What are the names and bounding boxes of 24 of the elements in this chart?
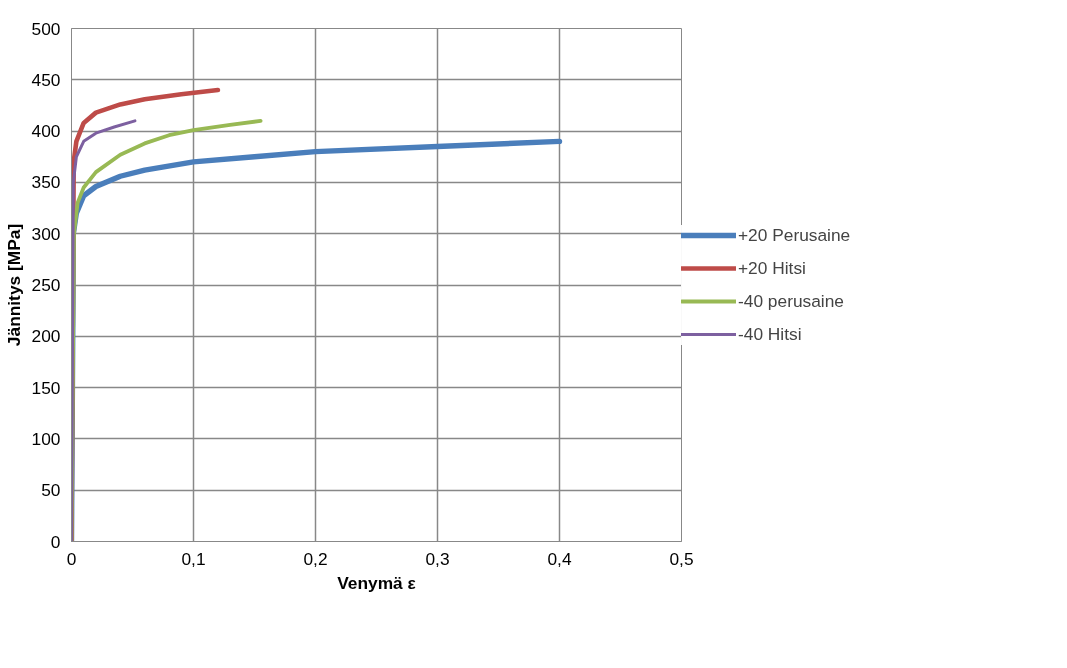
y-axis-title: Jännitys [MPa] (3, 223, 24, 347)
x-tick-label: 0,4 (547, 548, 572, 569)
y-tick-label: 0 (50, 531, 61, 552)
line-series (71, 119, 137, 542)
legend-label: -40 Hitsi (738, 323, 802, 345)
y-tick-label: 500 (31, 18, 61, 39)
y-tick-label: 200 (31, 326, 61, 347)
x-tick-label: 0,2 (303, 548, 328, 569)
x-tick-label: 0,3 (425, 548, 450, 569)
x-tick-label: 0,1 (181, 548, 206, 569)
y-tick-label: 300 (31, 223, 61, 244)
x-tick-label: 0 (66, 548, 77, 569)
legend-label: -40 perusaine (738, 290, 844, 312)
x-tick-label: 0,5 (669, 548, 694, 569)
y-tick-label: 450 (31, 69, 61, 90)
legend-label: +20 Perusaine (738, 224, 851, 246)
y-tick-label: 150 (31, 377, 61, 398)
y-tick-label: 400 (31, 121, 61, 142)
legend-label: +20 Hitsi (738, 257, 806, 279)
y-tick-label: 50 (41, 480, 61, 501)
x-axis-title: Venymä ε (337, 572, 416, 593)
y-tick-label: 250 (31, 275, 61, 295)
y-tick-label: 350 (31, 172, 61, 193)
y-tick-label: 100 (31, 428, 61, 449)
